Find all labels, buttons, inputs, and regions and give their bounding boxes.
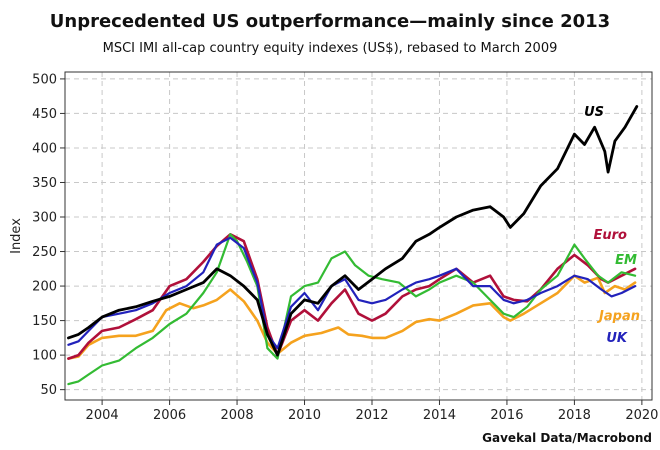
x-tick-label: 2004	[86, 408, 119, 423]
series-label-japan: Japan	[596, 309, 640, 324]
grid-lines	[65, 72, 652, 400]
series-label-uk: UK	[606, 331, 628, 346]
x-tick-label: 2008	[221, 408, 254, 423]
y-axis-label: Index	[9, 218, 24, 254]
y-tick-label: 200	[32, 280, 57, 295]
source-note: Gavekal Data/Macrobond	[482, 431, 652, 445]
y-tick-label: 400	[32, 141, 57, 156]
series-line-japan	[67, 274, 637, 360]
series-label-us: US	[584, 105, 604, 120]
x-tick-label: 2020	[625, 408, 658, 423]
y-tick-label: 350	[32, 176, 57, 191]
y-tick-label: 100	[32, 349, 57, 364]
chart-title: Unprecedented US outperformance—mainly s…	[50, 11, 610, 32]
x-tick-label: 2006	[153, 408, 186, 423]
series-line-us	[67, 105, 639, 357]
series-label-euro: Euro	[594, 228, 628, 243]
series-labels: US Euro EM Japan UK	[584, 105, 640, 346]
y-tick-label: 150	[32, 314, 57, 329]
chart-subtitle: MSCI IMI all-cap country equity indexes …	[103, 41, 558, 56]
x-tick-label: 2010	[288, 408, 321, 423]
x-tick-label: 2018	[558, 408, 591, 423]
series-label-em: EM	[615, 253, 637, 268]
series-line-uk	[67, 236, 637, 350]
x-tick-label: 2012	[355, 408, 388, 423]
y-tick-label: 250	[32, 245, 57, 260]
plot-frame	[64, 71, 653, 401]
y-tick-label: 50	[40, 383, 57, 398]
x-tick-label: 2014	[423, 408, 456, 423]
axis-ticks: 50 100 150 200 250 300 350 400 450 500 2004 2006 200…	[32, 72, 658, 423]
series-line-em	[67, 233, 637, 386]
x-tick-label: 2016	[490, 408, 523, 423]
y-tick-label: 450	[32, 107, 57, 122]
y-tick-label: 300	[32, 211, 57, 226]
series-lines	[67, 105, 639, 386]
y-tick-label: 500	[32, 72, 57, 87]
